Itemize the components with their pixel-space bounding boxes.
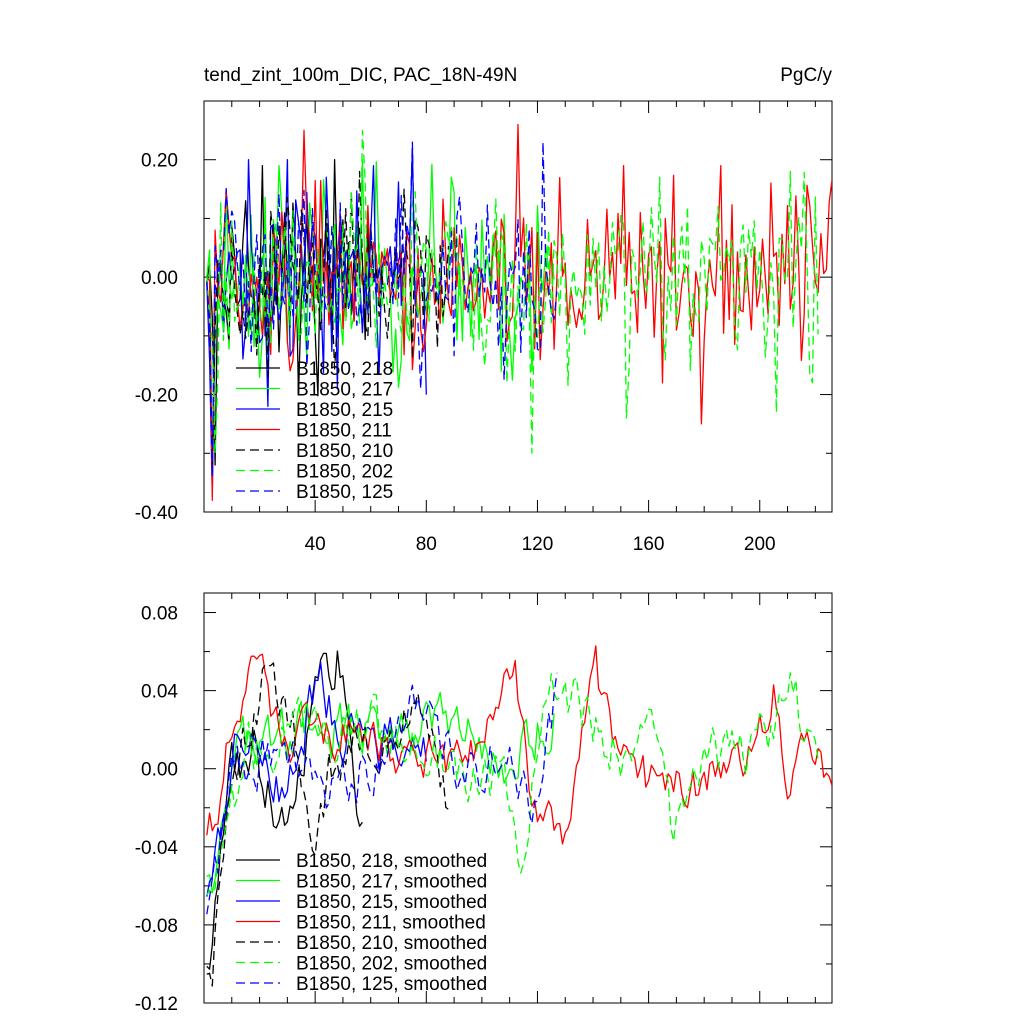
plot-frame <box>203 592 833 1004</box>
chart-title: tend_zint_100m_DIC, PAC_18N-49N <box>204 65 517 86</box>
legend-entry-label: B1850, 218 <box>296 359 393 380</box>
x-tick-label: 40 <box>305 534 326 555</box>
series-line-5 <box>206 129 819 454</box>
series-line-1 <box>206 691 555 894</box>
bottom-panel: -0.12 -0.08 -0.04 0.00 0.04 0.08 B1850, 218, s… <box>135 592 833 1015</box>
series-line-4 <box>206 662 449 987</box>
series-line-6 <box>206 141 558 478</box>
plot-frame <box>203 100 833 513</box>
series-line-3 <box>206 645 832 845</box>
x-tick-label: 160 <box>633 534 665 555</box>
y-tick-label: 0.00 <box>141 268 178 289</box>
x-tick-label: 80 <box>416 534 437 555</box>
series-line-2 <box>206 662 427 897</box>
y-tick-label: -0.12 <box>135 994 178 1015</box>
legend-entry-label: B1850, 218, smoothed <box>296 851 487 872</box>
legend-entry-label: B1850, 211 <box>296 421 392 442</box>
legend-entry-label: B1850, 215, smoothed <box>296 892 487 913</box>
y-tick-label: -0.04 <box>135 838 179 859</box>
legend-entry-label: B1850, 210 <box>296 441 393 462</box>
legend-entry-label: B1850, 125, smoothed <box>296 974 487 995</box>
legend-entry-label: B1850, 215 <box>296 400 393 421</box>
series-line-4 <box>206 170 450 472</box>
units-label: PgC/y <box>780 65 832 86</box>
top-panel: tend_zint_100m_DIC, PAC_18N-49N PgC/y -0.4… <box>135 65 833 555</box>
legend-entry-label: B1850, 125 <box>296 482 393 503</box>
legend-entry-label: B1850, 202 <box>296 462 393 483</box>
y-tick-label: 0.08 <box>141 604 178 625</box>
series-line-5 <box>206 672 819 896</box>
y-tick-label: 0.20 <box>141 151 178 172</box>
y-tick-label: -0.20 <box>135 386 178 407</box>
legend-entry-label: B1850, 211, smoothed <box>296 913 486 934</box>
series-line-6 <box>206 672 558 915</box>
x-tick-label: 120 <box>522 534 554 555</box>
x-tick-label: 200 <box>744 534 776 555</box>
y-tick-label: 0.00 <box>141 760 178 781</box>
legend-entry-label: B1850, 217 <box>296 380 393 401</box>
y-tick-label: 0.04 <box>141 682 178 703</box>
y-tick-label: -0.40 <box>135 503 178 524</box>
legend-entry-label: B1850, 202, smoothed <box>296 954 487 975</box>
legend-entry-label: B1850, 217, smoothed <box>296 872 487 893</box>
y-tick-label: -0.08 <box>135 916 178 937</box>
legend-entry-label: B1850, 210, smoothed <box>296 933 487 954</box>
